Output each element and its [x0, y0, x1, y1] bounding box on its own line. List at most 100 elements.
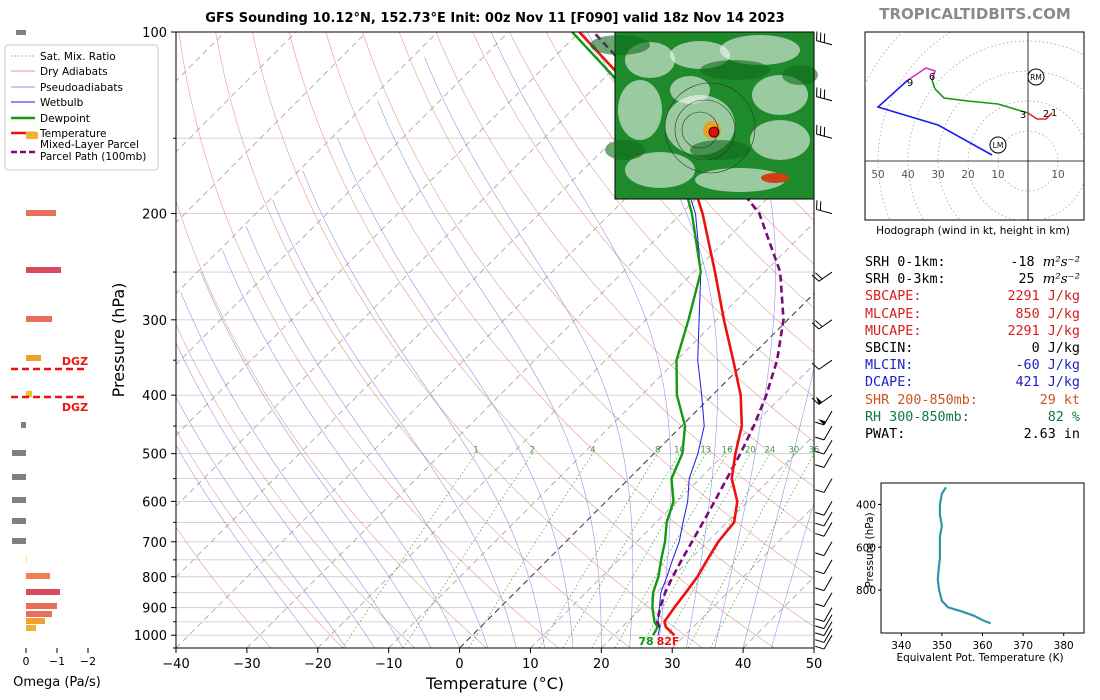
hodograph-trace: [907, 67, 937, 81]
barb-feather: [823, 89, 826, 99]
wind-barb: [815, 576, 833, 592]
barb-feather: [811, 274, 820, 282]
omega-tick-label: −2: [80, 655, 96, 668]
barb-shaft: [823, 425, 833, 441]
index-label: MLCAPE:: [865, 306, 922, 322]
x-tick-label: 0: [455, 657, 463, 672]
wind-barb: [811, 394, 833, 405]
legend-label-line: Parcel Path (100mb): [40, 151, 146, 163]
dry-adiabat: [176, 429, 344, 648]
dry-adiabat: [398, 32, 814, 534]
legend-label: Dewpoint: [40, 113, 90, 125]
barb-pennant: [815, 396, 823, 405]
wind-barb: [815, 634, 833, 650]
legend-label: Sat. Mix. Ratio: [40, 51, 116, 63]
isobar-contour: [681, 111, 719, 149]
barb-feather: [819, 125, 822, 136]
barb-shaft: [818, 359, 833, 370]
hodograph-caption: Hodograph (wind in kt, height in km): [876, 225, 1070, 237]
omega-bar: [26, 611, 52, 617]
mixing-ratio-line: [538, 453, 658, 648]
isotherm-line: [671, 505, 814, 648]
theta-e-frame: [880, 482, 1085, 634]
pseudoadiabat: [176, 342, 375, 648]
pseudoadiabat: [176, 396, 347, 648]
index-label: RH 300-850mb:: [865, 409, 970, 425]
x-axis-label: Temperature (°C): [425, 674, 564, 693]
mixing-ratio-line: [614, 453, 728, 648]
barb-feather: [815, 272, 823, 280]
barb-shaft: [823, 559, 833, 574]
hodograph-tick-label: 10: [1051, 169, 1064, 181]
dry-adiabat: [215, 32, 631, 648]
omega-bar: [26, 625, 36, 631]
clear-patch: [590, 35, 650, 55]
barb-feather: [815, 522, 825, 527]
hodograph-tick-label: 20: [961, 169, 974, 181]
x-tick-label: −40: [162, 657, 189, 672]
isotherm-line: [459, 292, 814, 648]
barb-feather: [815, 603, 825, 607]
storm-motion-marker: [1027, 68, 1045, 86]
mixing-ratio-label: 4: [590, 446, 595, 456]
barb-feather: [815, 645, 825, 650]
mixing-ratio-labels: 1 2 4 8 10 13 16 20 24 30 36: [473, 446, 819, 456]
x-tick-label: −30: [233, 657, 260, 672]
dry-adiabat: [178, 32, 559, 648]
profile-temperature: [578, 32, 744, 637]
cloud-patch: [720, 35, 800, 65]
wind-barb: [815, 410, 833, 426]
barb-feather: [815, 464, 825, 468]
index-value: 421 J/kg: [1015, 375, 1081, 391]
barb-feather: [816, 124, 818, 135]
legend-label-line: Mixed-Layer Parcel: [40, 139, 139, 151]
index-row: SBCAPE: 2291 J/kg: [865, 288, 1080, 305]
barb-feather: [815, 512, 825, 516]
theta-e-trace: [936, 486, 992, 625]
index-row: PWAT: 2.63 in: [865, 426, 1080, 443]
dry-adiabat: [509, 32, 814, 398]
index-value: 2291 J/kg: [1007, 289, 1080, 305]
surface-temperature-label: 82F: [657, 635, 680, 648]
skewt-profiles: [571, 32, 785, 637]
wind-barb: [815, 614, 833, 630]
wind-barb: [815, 628, 833, 643]
index-row: RH 300-850mb: 82 %: [865, 409, 1080, 426]
index-row: SHR 200-850mb: 29 kt: [865, 392, 1080, 409]
barb-feather: [816, 31, 818, 41]
wind-barb: [816, 87, 833, 102]
mixing-ratio-label: 13: [700, 446, 711, 456]
index-row: SRH 0-1km: -18 m²s⁻²: [865, 254, 1080, 271]
index-label: SHR 200-850mb:: [865, 392, 978, 408]
wind-barb: [816, 124, 833, 139]
pseudoadiabat: [424, 56, 634, 648]
wind-barb: [816, 31, 833, 46]
index-label: MUCAPE:: [865, 323, 922, 339]
wind-barb: [815, 621, 833, 637]
wind-barb: [815, 592, 833, 607]
dry-adiabat: [472, 32, 814, 443]
barb-feather: [815, 532, 825, 537]
hodograph-height-label: 9: [907, 78, 913, 89]
chart-title: GFS Sounding 10.12°N, 152.73°E Init: 00z…: [205, 11, 784, 26]
y-tick-label: 900: [142, 602, 167, 617]
barb-feather: [815, 421, 825, 426]
y-tick-label: 300: [142, 314, 167, 329]
mixing-ratio-label: 36: [808, 446, 819, 456]
pseudoadiabat: [176, 444, 319, 648]
omega-bar: [21, 422, 26, 428]
barb-shaft: [823, 576, 833, 591]
index-value: 29 kt: [1039, 392, 1080, 408]
dry-adiabat: [176, 526, 272, 648]
omega-panel: DGZ DGZ 0 −1 −2: [11, 30, 96, 668]
omega-bar: [26, 556, 27, 562]
x-tick-label: 20: [593, 657, 610, 672]
x-tick-label: 50: [806, 657, 823, 672]
barb-pennant: [818, 419, 826, 425]
index-unit: m²s⁻²: [1042, 255, 1080, 270]
barb-feather: [815, 639, 825, 643]
hodograph-frame: [864, 31, 1085, 221]
mixing-ratio-line: [687, 453, 795, 648]
clear-patch: [690, 140, 750, 160]
dry-adiabat: [176, 199, 487, 648]
